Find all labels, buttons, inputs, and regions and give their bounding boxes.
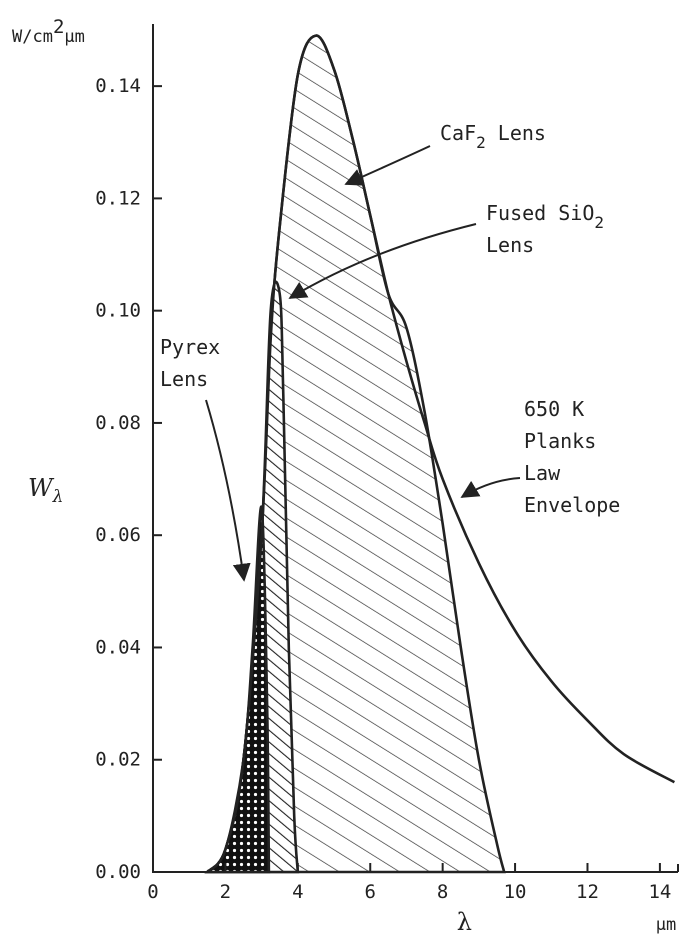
annotation-arrow-650-k-planks-law-envelope — [460, 477, 521, 498]
y-tick-label: 0.10 — [95, 300, 141, 322]
y-tick-label: 0.04 — [95, 636, 141, 658]
annotation-650-k-planks-law-envelope-line: Planks — [524, 429, 596, 453]
x-tick-label: 14 — [648, 881, 671, 903]
annotation-pyrex-lens-line: Lens — [160, 367, 208, 391]
y-tick-label: 0.12 — [95, 187, 141, 209]
annotation-650-k-planks-law-envelope-line: Envelope — [524, 493, 620, 517]
x-tick-label: 8 — [437, 881, 448, 903]
x-axis-label: λ — [457, 908, 472, 936]
annotation-fused-sio-lens-line: Fused SiO2 — [486, 201, 604, 232]
annotation-caf-lens-line: CaF2 Lens — [440, 121, 546, 152]
annotation-arrow-caf-lens — [344, 145, 431, 186]
y-tick-label: 0.06 — [95, 524, 141, 546]
x-tick-label: 0 — [147, 881, 158, 903]
y-tick-label: 0.08 — [95, 412, 141, 434]
annotation-arrow-pyrex-lens — [205, 399, 251, 582]
annotation-650-k-planks-law-envelope-line: 650 K — [524, 397, 584, 421]
annotation-fused-sio-lens-line: Lens — [486, 233, 534, 257]
x-tick-label: 4 — [292, 881, 303, 903]
annotation-pyrex-lens-line: Pyrex — [160, 335, 220, 359]
y-axis-unit: W/cm2μm — [12, 16, 85, 47]
y-tick-label: 0.02 — [95, 749, 141, 771]
y-axis-label: Wλ — [28, 474, 63, 507]
x-tick-label: 6 — [365, 881, 376, 903]
x-axis-unit: μm — [656, 915, 676, 935]
650-k-planks-law-envelope-curve — [206, 34, 676, 873]
annotation-arrow-fused-sio-lens — [288, 223, 477, 299]
x-tick-label: 2 — [220, 881, 231, 903]
y-tick-label: 0.00 — [95, 861, 141, 883]
x-tick-label: 10 — [504, 881, 527, 903]
y-tick-label: 0.14 — [95, 75, 141, 97]
annotation-650-k-planks-law-envelope-line: Law — [524, 461, 561, 485]
x-tick-label: 12 — [576, 881, 599, 903]
